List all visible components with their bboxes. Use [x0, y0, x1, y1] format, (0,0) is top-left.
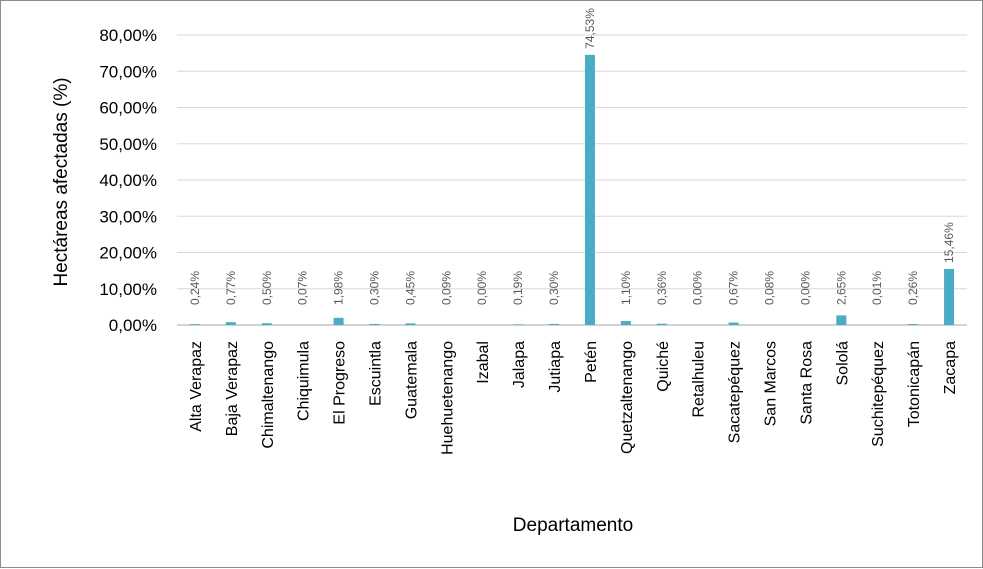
x-tick-label: Baja Verapaz [224, 341, 241, 436]
data-label: 0,07% [296, 271, 310, 305]
x-tick-label: Chiquimula [296, 341, 313, 421]
data-label: 0,24% [188, 271, 202, 305]
data-label: 0,30% [547, 271, 561, 305]
x-tick-label: San Marcos [763, 341, 780, 426]
y-tick-label: 10,00% [99, 280, 157, 299]
data-label: 2,65% [834, 271, 848, 305]
x-tick-label: Totonicapán [906, 341, 923, 427]
data-label: 0,01% [870, 271, 884, 305]
x-tick-label: Quetzaltenango [619, 341, 636, 454]
x-tick-label: Escuintla [368, 341, 385, 406]
bar [908, 324, 918, 325]
x-tick-label: Jalapa [511, 341, 528, 388]
data-label: 0,77% [224, 271, 238, 305]
y-tick-label: 40,00% [99, 171, 157, 190]
data-label: 15,46% [942, 222, 956, 263]
data-label: 0,67% [727, 271, 741, 305]
x-axis-title: Departamento [513, 515, 633, 536]
data-label: 1,98% [332, 271, 346, 305]
x-tick-label: Santa Rosa [798, 341, 815, 425]
data-label: 0,36% [655, 271, 669, 305]
y-tick-labels: 0,00% 10,00% 20,00% 30,00% 40,00% 50,00% 60,00… [99, 26, 157, 335]
bar [405, 323, 415, 325]
bar [621, 321, 631, 325]
x-tick-label: Quiché [655, 341, 672, 392]
y-axis-title: Hectáreas afectadas (%) [51, 77, 72, 286]
x-tick-label: Petén [583, 341, 600, 383]
bar [513, 324, 523, 325]
bar [190, 324, 200, 325]
bar [944, 269, 954, 325]
x-tick-label: Guatemala [403, 341, 420, 419]
bar [226, 322, 236, 325]
data-label: 0,50% [260, 271, 274, 305]
bar [729, 323, 739, 325]
bar [334, 318, 344, 325]
data-label: 0,30% [368, 271, 382, 305]
data-label: 74,53% [583, 8, 597, 49]
bar [262, 323, 272, 325]
x-tick-label: Sololá [834, 341, 851, 386]
x-tick-label: Alta Verapaz [188, 341, 205, 432]
data-label: 0,26% [906, 271, 920, 305]
bar [585, 55, 595, 325]
y-tick-label: 60,00% [99, 99, 157, 118]
data-label: 0,09% [439, 271, 453, 305]
x-tick-label: Izabal [475, 341, 492, 384]
x-tick-label: El Progreso [332, 341, 349, 425]
y-tick-label: 20,00% [99, 244, 157, 263]
bar [549, 324, 559, 325]
x-tick-label: Retalhuleu [691, 341, 708, 418]
x-tick-labels: Alta Verapaz Baja Verapaz Chimaltenango Chi… [188, 341, 959, 455]
data-label: 0,00% [798, 271, 812, 305]
x-tick-label: Huehuetenango [439, 341, 456, 455]
y-tick-label: 50,00% [99, 135, 157, 154]
data-labels: 0,24% 0,77% 0,50% 0,07% 1,98% 0,30% 0,45% 0,09%… [188, 8, 956, 305]
data-label: 1,10% [619, 271, 633, 305]
y-tick-label: 0,00% [109, 316, 157, 335]
bar [836, 315, 846, 325]
x-tick-label: Jutiapa [547, 341, 564, 393]
y-tick-label: 80,00% [99, 26, 157, 45]
data-label: 0,00% [475, 271, 489, 305]
data-label: 0,45% [403, 271, 417, 305]
data-label: 0,00% [691, 271, 705, 305]
data-label: 0,08% [763, 271, 777, 305]
x-tick-label: Sacatepéquez [727, 341, 744, 443]
x-tick-label: Chimaltenango [260, 341, 277, 449]
x-tick-label: Zacapa [942, 341, 959, 394]
data-label: 0,19% [511, 271, 525, 305]
x-tick-label: Suchitepéquez [870, 341, 887, 447]
bar [657, 324, 667, 325]
bar [370, 324, 380, 325]
y-tick-label: 30,00% [99, 207, 157, 226]
y-tick-label: 70,00% [99, 62, 157, 81]
